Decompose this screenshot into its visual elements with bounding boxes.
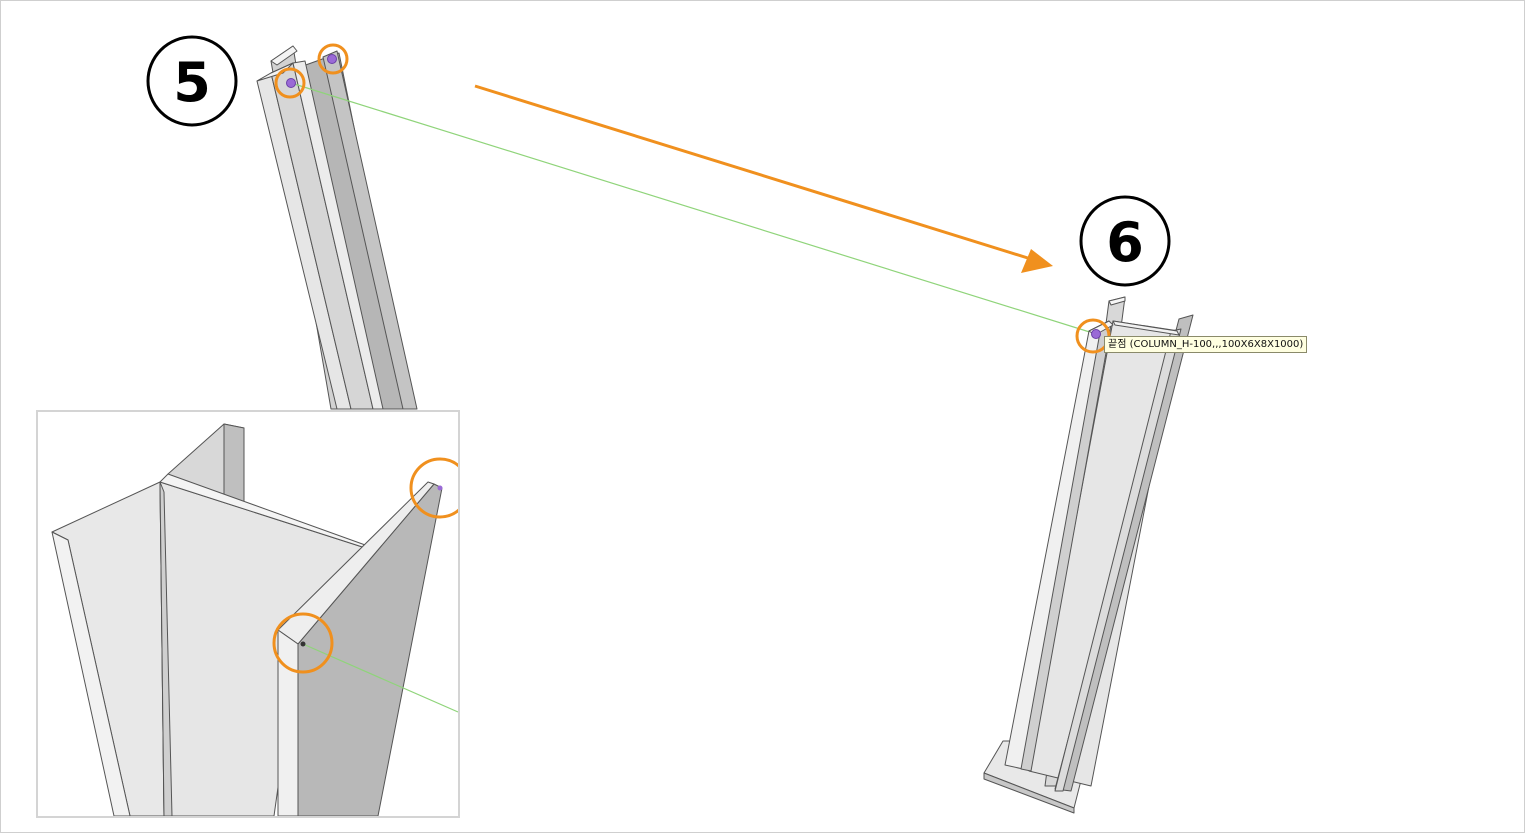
step-badge-6: 6 [1079,195,1171,287]
h-beam-closeup [51,423,443,816]
step-label-6: 6 [1106,211,1144,274]
snap-point-closeup-corner [409,457,458,519]
h-beam-column-left[interactable] [256,45,418,410]
snap-point-closeup-end [272,612,334,674]
step-badge-5: 5 [146,35,238,127]
h-beam-column-right[interactable] [983,296,1194,814]
zoom-inset-panel [36,410,460,818]
snap-point-start[interactable] [274,67,306,99]
snap-tooltip: 끝점 (COLUMN_H-100,,,100X6X8X1000) [1104,336,1308,353]
direction-arrow-icon [474,84,1053,273]
step-label-5: 5 [173,51,211,114]
snap-guide-line [290,82,1097,335]
snap-point-top-corner[interactable] [317,43,349,75]
zoom-inset-canvas [51,423,458,816]
